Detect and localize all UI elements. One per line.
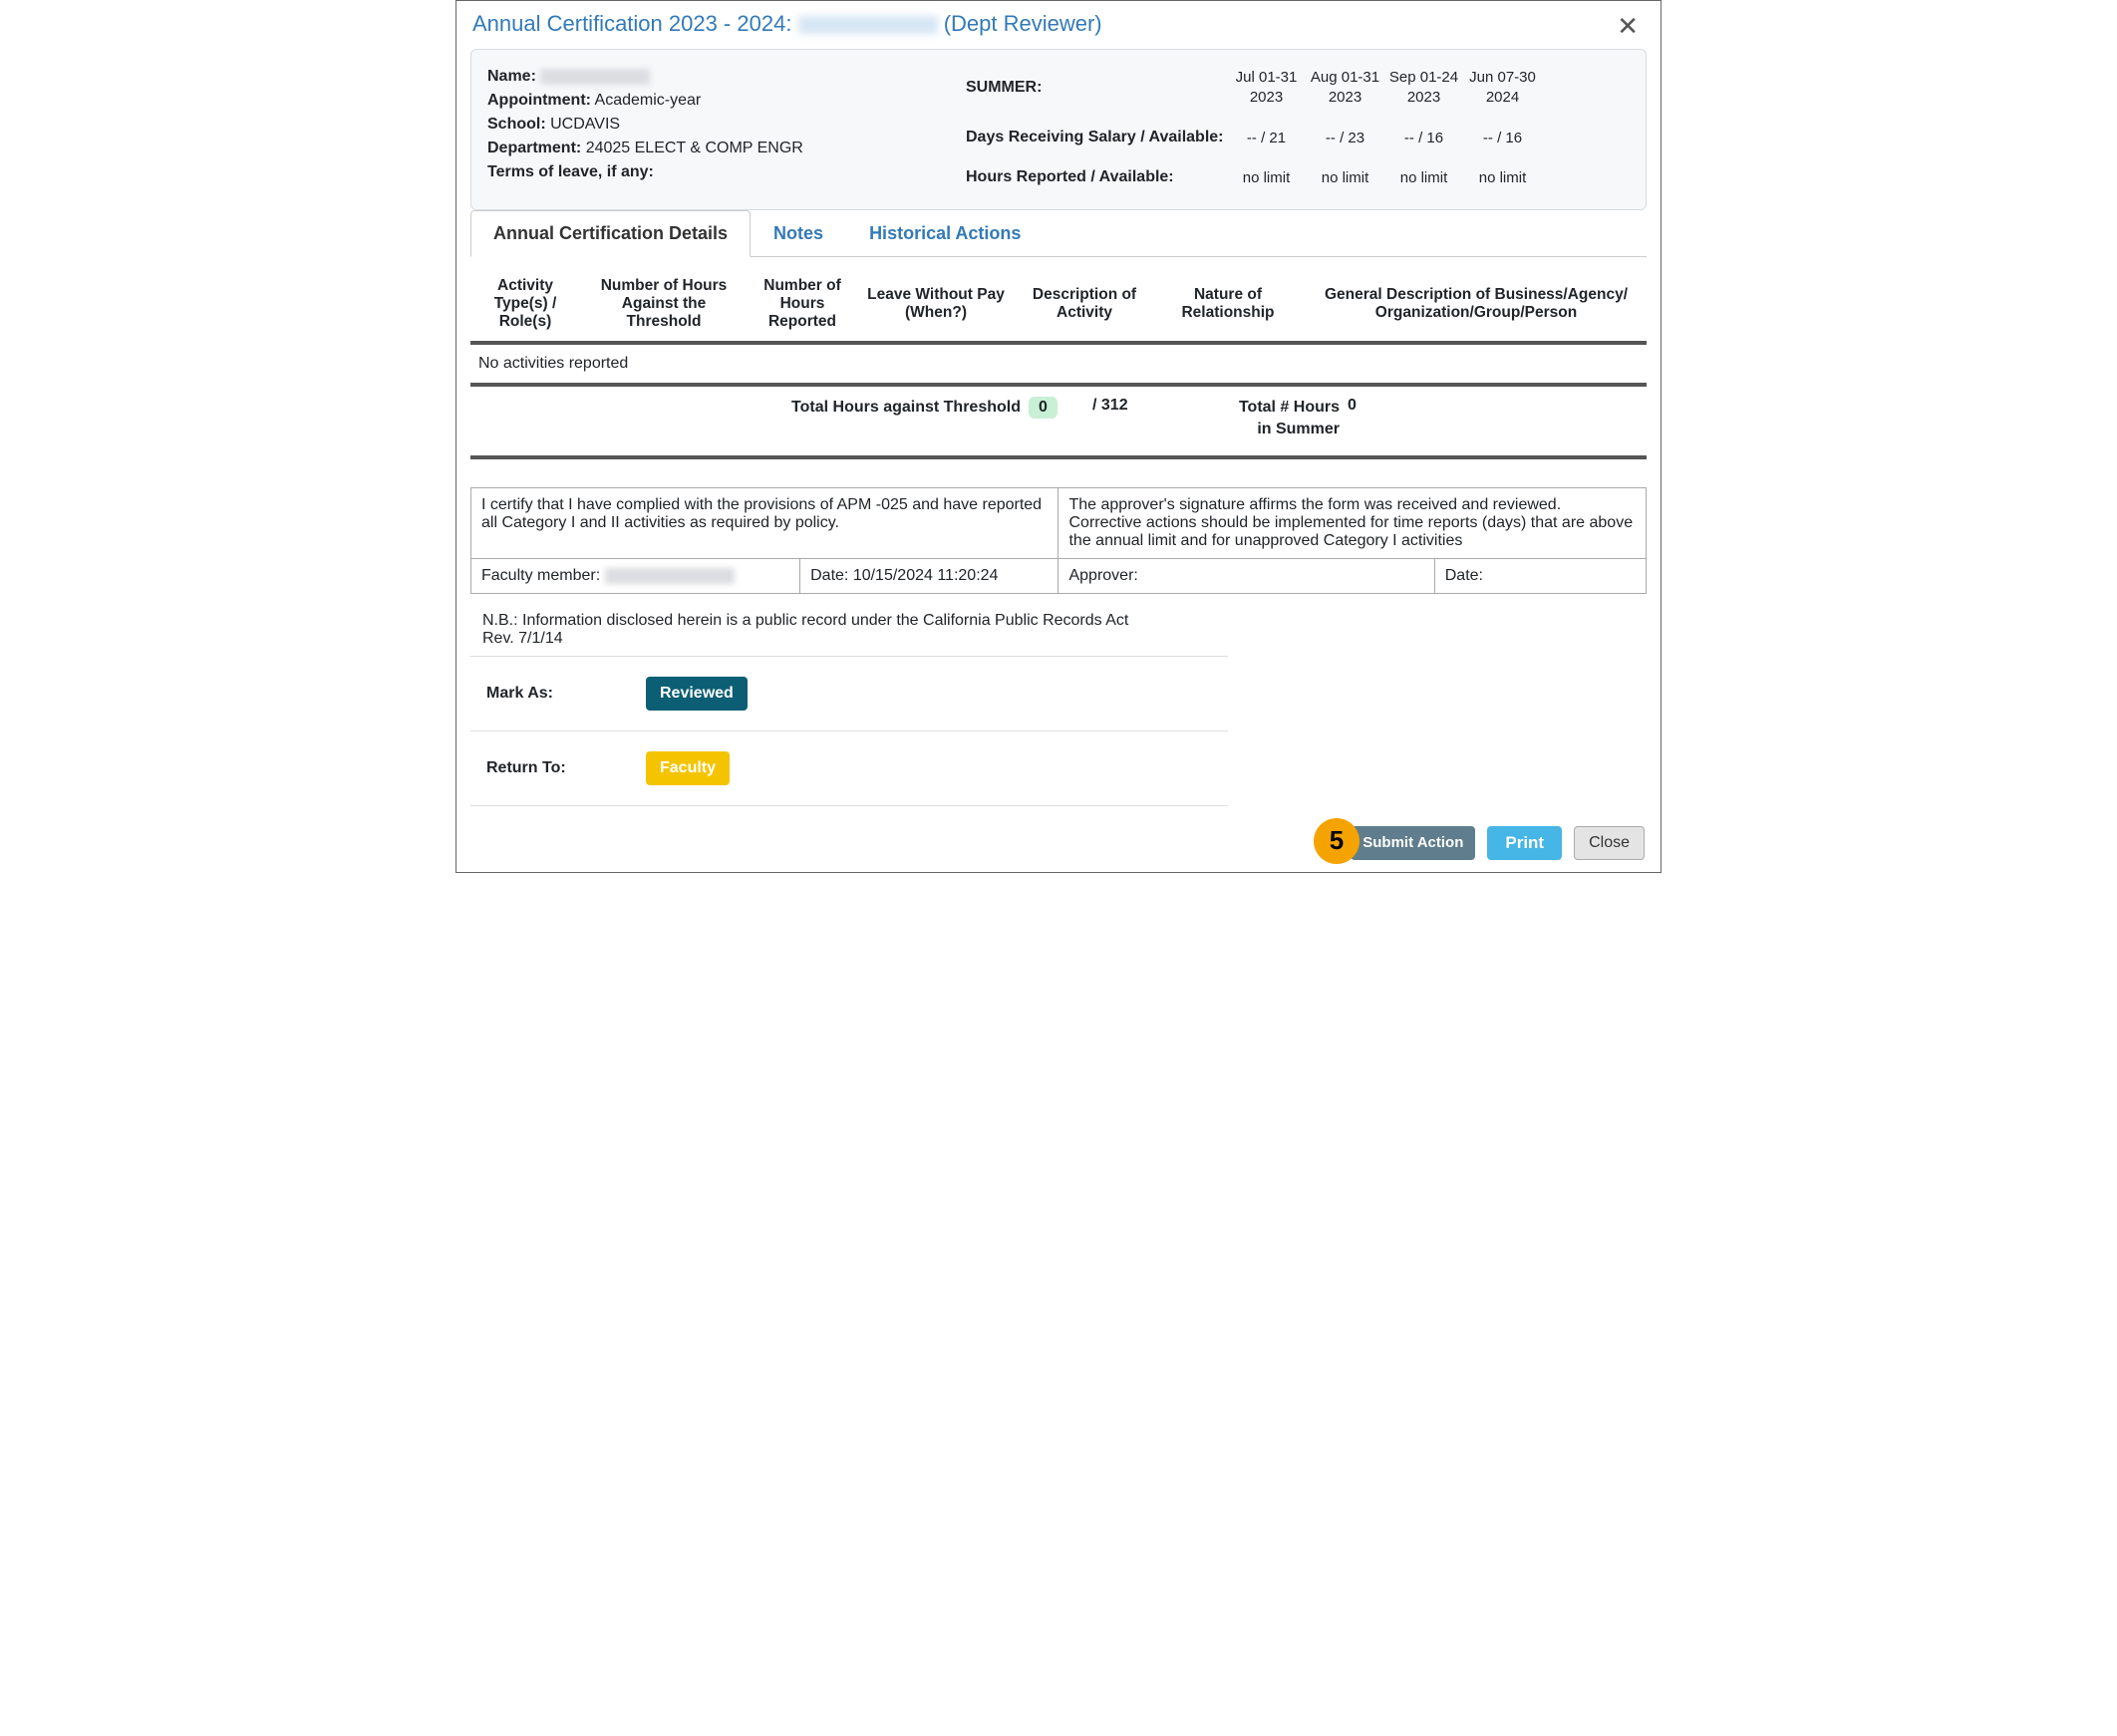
days-label: Days Receiving Salary / Available: [966,129,1225,146]
hours-2: no limit [1386,169,1461,186]
nb-line2: Rev. 7/1/14 [482,630,1647,648]
days-3: -- / 16 [1465,130,1540,146]
print-button[interactable]: Print [1487,826,1562,860]
title-suffix: (Dept Reviewer) [944,11,1102,36]
title-prefix: Annual Certification 2023 - 2024: [472,11,791,36]
col-5: Nature of Relationship [1158,277,1298,331]
summer-period-2: Sep 01-242023 [1386,68,1461,107]
school-value: UCDAVIS [550,116,620,133]
summer-total-value: 0 [1348,397,1387,415]
summer-period-1: Aug 01-312023 [1308,68,1382,107]
reviewed-button[interactable]: Reviewed [646,677,748,711]
appointment-label: Appointment: [487,92,591,109]
hours-3: no limit [1465,169,1540,186]
faculty-button[interactable]: Faculty [646,751,730,785]
summer-grid: SUMMER: Jul 01-312023 Aug 01-312023 Sep … [966,68,1630,186]
school-label: School: [487,116,546,133]
modal-title: Annual Certification 2023 - 2024: (Dept … [472,11,1102,37]
tab-notes[interactable]: Notes [751,210,846,257]
hours-label: Hours Reported / Available: [966,168,1225,186]
activities-header: Activity Type(s) / Role(s) Number of Hou… [470,271,1647,345]
activities-table: Activity Type(s) / Role(s) Number of Hou… [470,271,1647,459]
col-2: Number of Hours Reported [748,277,857,331]
threshold-max: / 312 [1088,397,1228,415]
col-4: Description of Activity [1015,277,1154,331]
terms-label: Terms of leave, if any: [487,163,654,180]
mark-as-row: Mark As: Reviewed [470,657,1228,731]
modal-header: Annual Certification 2023 - 2024: (Dept … [456,1,1661,49]
department-value: 24025 ELECT & COMP ENGR [586,140,803,156]
mark-as-label: Mark As: [486,685,596,703]
close-button[interactable]: Close [1574,826,1645,860]
days-1: -- / 23 [1308,130,1382,146]
modal-footer: 5 Submit Action Print Close [456,816,1661,872]
totals-row: Total Hours against Threshold 0 / 312 To… [470,387,1647,459]
appointment-value: Academic-year [595,92,702,109]
threshold-label: Total Hours against Threshold [470,397,1029,419]
tab-annual-details[interactable]: Annual Certification Details [470,210,751,257]
close-icon[interactable]: ✕ [1611,11,1645,41]
nb-block: N.B.: Information disclosed herein is a … [482,612,1647,648]
faculty-date-cell: Date: 10/15/2024 11:20:24 [800,558,1058,593]
col-6: General Description of Business/Agency/ … [1302,277,1651,331]
return-to-label: Return To: [486,759,596,777]
tab-historical-actions[interactable]: Historical Actions [846,210,1044,257]
redacted-faculty-name [605,568,735,584]
info-right: SUMMER: Jul 01-312023 Aug 01-312023 Sep … [966,68,1630,187]
summer-heading: SUMMER: [966,79,1225,97]
redacted-name [798,16,938,34]
info-left: Name: Appointment: Academic-year School:… [487,68,956,187]
submit-action-button[interactable]: Submit Action [1351,826,1475,860]
col-1: Number of Hours Against the Threshold [584,277,744,331]
days-2: -- / 16 [1386,130,1461,146]
certification-modal: Annual Certification 2023 - 2024: (Dept … [455,0,1662,873]
nb-line1: N.B.: Information disclosed herein is a … [482,612,1647,630]
cert-right-text: The approver's signature affirms the for… [1058,487,1647,558]
modal-body[interactable]: Name: Appointment: Academic-year School:… [456,49,1661,816]
info-card: Name: Appointment: Academic-year School:… [470,49,1647,210]
tabs: Annual Certification Details Notes Histo… [470,209,1647,257]
approver-cell: Approver: [1058,558,1434,593]
redacted-name-value [540,69,650,85]
faculty-member-cell: Faculty member: [471,558,800,593]
summer-period-0: Jul 01-312023 [1229,68,1304,107]
summer-total-label: Total # Hours in Summer [1228,397,1348,441]
days-0: -- / 21 [1229,130,1304,146]
hours-0: no limit [1229,169,1304,186]
department-label: Department: [487,140,581,156]
certification-statement-table: I certify that I have complied with the … [470,487,1647,594]
action-panel: Mark As: Reviewed Return To: Faculty [470,656,1228,806]
col-3: Leave Without Pay (When?) [861,277,1011,331]
return-to-row: Return To: Faculty [470,731,1228,806]
cert-left-text: I certify that I have complied with the … [471,487,1058,558]
name-label: Name: [487,68,536,85]
approver-date-cell: Date: [1434,558,1646,593]
col-0: Activity Type(s) / Role(s) [470,277,580,331]
activities-empty: No activities reported [470,345,1647,387]
hours-1: no limit [1308,169,1382,186]
summer-period-3: Jun 07-302024 [1465,68,1540,107]
threshold-used: 0 [1029,397,1088,419]
